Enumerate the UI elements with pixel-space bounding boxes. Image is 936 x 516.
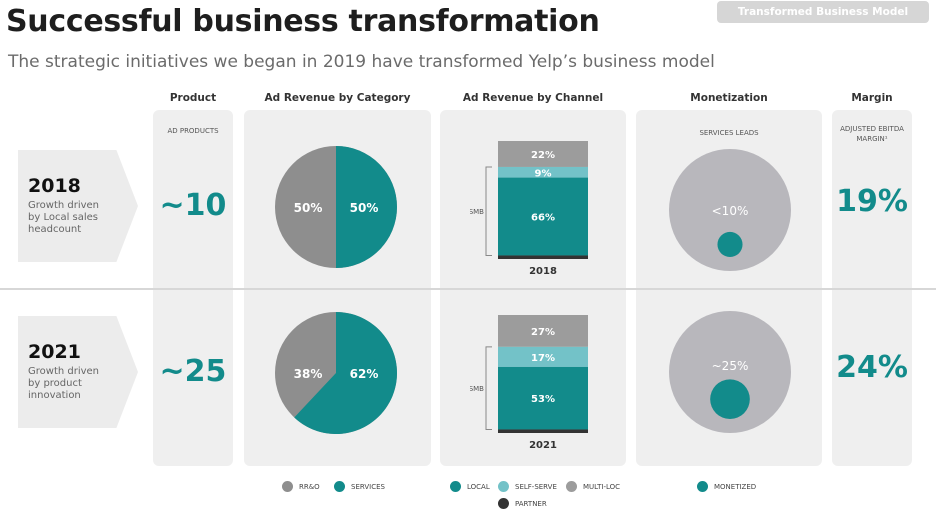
bar-segment-partner (498, 429, 588, 433)
legend-multi-loc: MULTI-LOC (566, 481, 620, 492)
product-header: Product (169, 92, 217, 104)
bar-segment-local-label: 53% (531, 394, 555, 405)
pie-label-rro: 50% (294, 201, 323, 215)
services-leads-circle (669, 311, 791, 433)
channel-bar-2018: 22% 9% 66% SMB 2018 (470, 141, 588, 277)
bar-segment-self-serve-label: 17% (531, 353, 555, 364)
legend-services-swatch (334, 481, 345, 492)
bar-segment-local (498, 366, 588, 430)
ad-products-subhead: AD PRODUCTS (167, 127, 219, 135)
pie-slice-services (294, 312, 397, 434)
legend-monetized: MONETIZED (697, 481, 756, 492)
bar-year-label: 2021 (529, 440, 557, 451)
bar-segment-multi-loc (498, 141, 588, 167)
bar-segment-local (498, 177, 588, 256)
smb-bracket (485, 346, 492, 430)
year-desc-2021: Growth driven by product innovation (28, 366, 100, 401)
category-pie-2021: 38% 62% (275, 312, 397, 434)
legend-monetized-swatch (697, 481, 708, 492)
category-pie-2018: 50% 50% (275, 146, 397, 268)
row-divider (0, 288, 936, 290)
legend-self-serve: SELF-SERVE (498, 481, 557, 492)
monetization-header: Monetization (690, 92, 768, 104)
services-leads-circle (669, 149, 791, 271)
pie-label-services: 62% (350, 367, 379, 381)
legend-rro-swatch (282, 481, 293, 492)
pie-slice-services (336, 146, 397, 268)
year-arrow-2021 (18, 316, 138, 428)
bar-segment-self-serve-label: 9% (535, 168, 552, 179)
page-title: Successful business transformation (6, 4, 600, 39)
year-arrow-2018 (18, 150, 138, 262)
monetization-label: ~25% (712, 359, 749, 373)
smb-label: SMB (470, 385, 484, 393)
smb-bracket (485, 166, 492, 256)
monetization-label: <10% (712, 204, 749, 218)
legend-self-serve-swatch (498, 481, 509, 492)
bar-segment-multi-loc (498, 315, 588, 347)
year-desc-2018: Growth driven by Local sales headcount (28, 200, 100, 235)
bar-segment-self-serve (498, 346, 588, 367)
bar-segment-partner (498, 255, 588, 259)
pie-label-services: 50% (350, 201, 379, 215)
monetization-circle-2018: <10% (669, 149, 791, 271)
monetized-circle (710, 379, 750, 419)
products-count-2018: ~10 (159, 188, 227, 223)
page-subtitle: The strategic initiatives we began in 20… (8, 52, 715, 72)
margin-value-2021: 24% (836, 350, 908, 385)
legend-services: SERVICES (334, 481, 385, 492)
monetized-circle (717, 231, 743, 257)
margin-header: Margin (851, 92, 893, 104)
channel-header: Ad Revenue by Channel (462, 92, 604, 104)
bar-segment-self-serve (498, 166, 588, 178)
pie-label-rro: 38% (294, 367, 323, 381)
services-leads-subhead: SERVICES LEADS (699, 129, 759, 137)
bar-segment-local-label: 66% (531, 213, 555, 224)
year-label-2021: 2021 (28, 341, 81, 363)
year-label-2018: 2018 (28, 175, 81, 197)
legend-local: LOCAL (450, 481, 490, 492)
margin-value-2018: 19% (836, 184, 908, 219)
legend-partner: PARTNER (498, 498, 547, 509)
legend-local-swatch (450, 481, 461, 492)
bar-segment-multi-loc-label: 22% (531, 150, 555, 161)
adjusted-ebitda-subhead: ADJUSTED EBITDA MARGIN¹ (840, 125, 904, 143)
legend-rro: RR&O (282, 481, 320, 492)
legend-multi-loc-swatch (566, 481, 577, 492)
category-header: Ad Revenue by Category (264, 92, 411, 104)
legend-partner-swatch (498, 498, 509, 509)
bar-segment-multi-loc-label: 27% (531, 327, 555, 338)
channel-bar-2021: 27% 17% 53% SMB 2021 (470, 315, 588, 451)
smb-label: SMB (470, 208, 484, 216)
monetization-circle-2021: ~25% (669, 311, 791, 433)
section-badge: Transformed Business Model (717, 1, 929, 23)
bar-year-label: 2018 (529, 266, 557, 277)
products-count-2021: ~25 (159, 354, 227, 389)
